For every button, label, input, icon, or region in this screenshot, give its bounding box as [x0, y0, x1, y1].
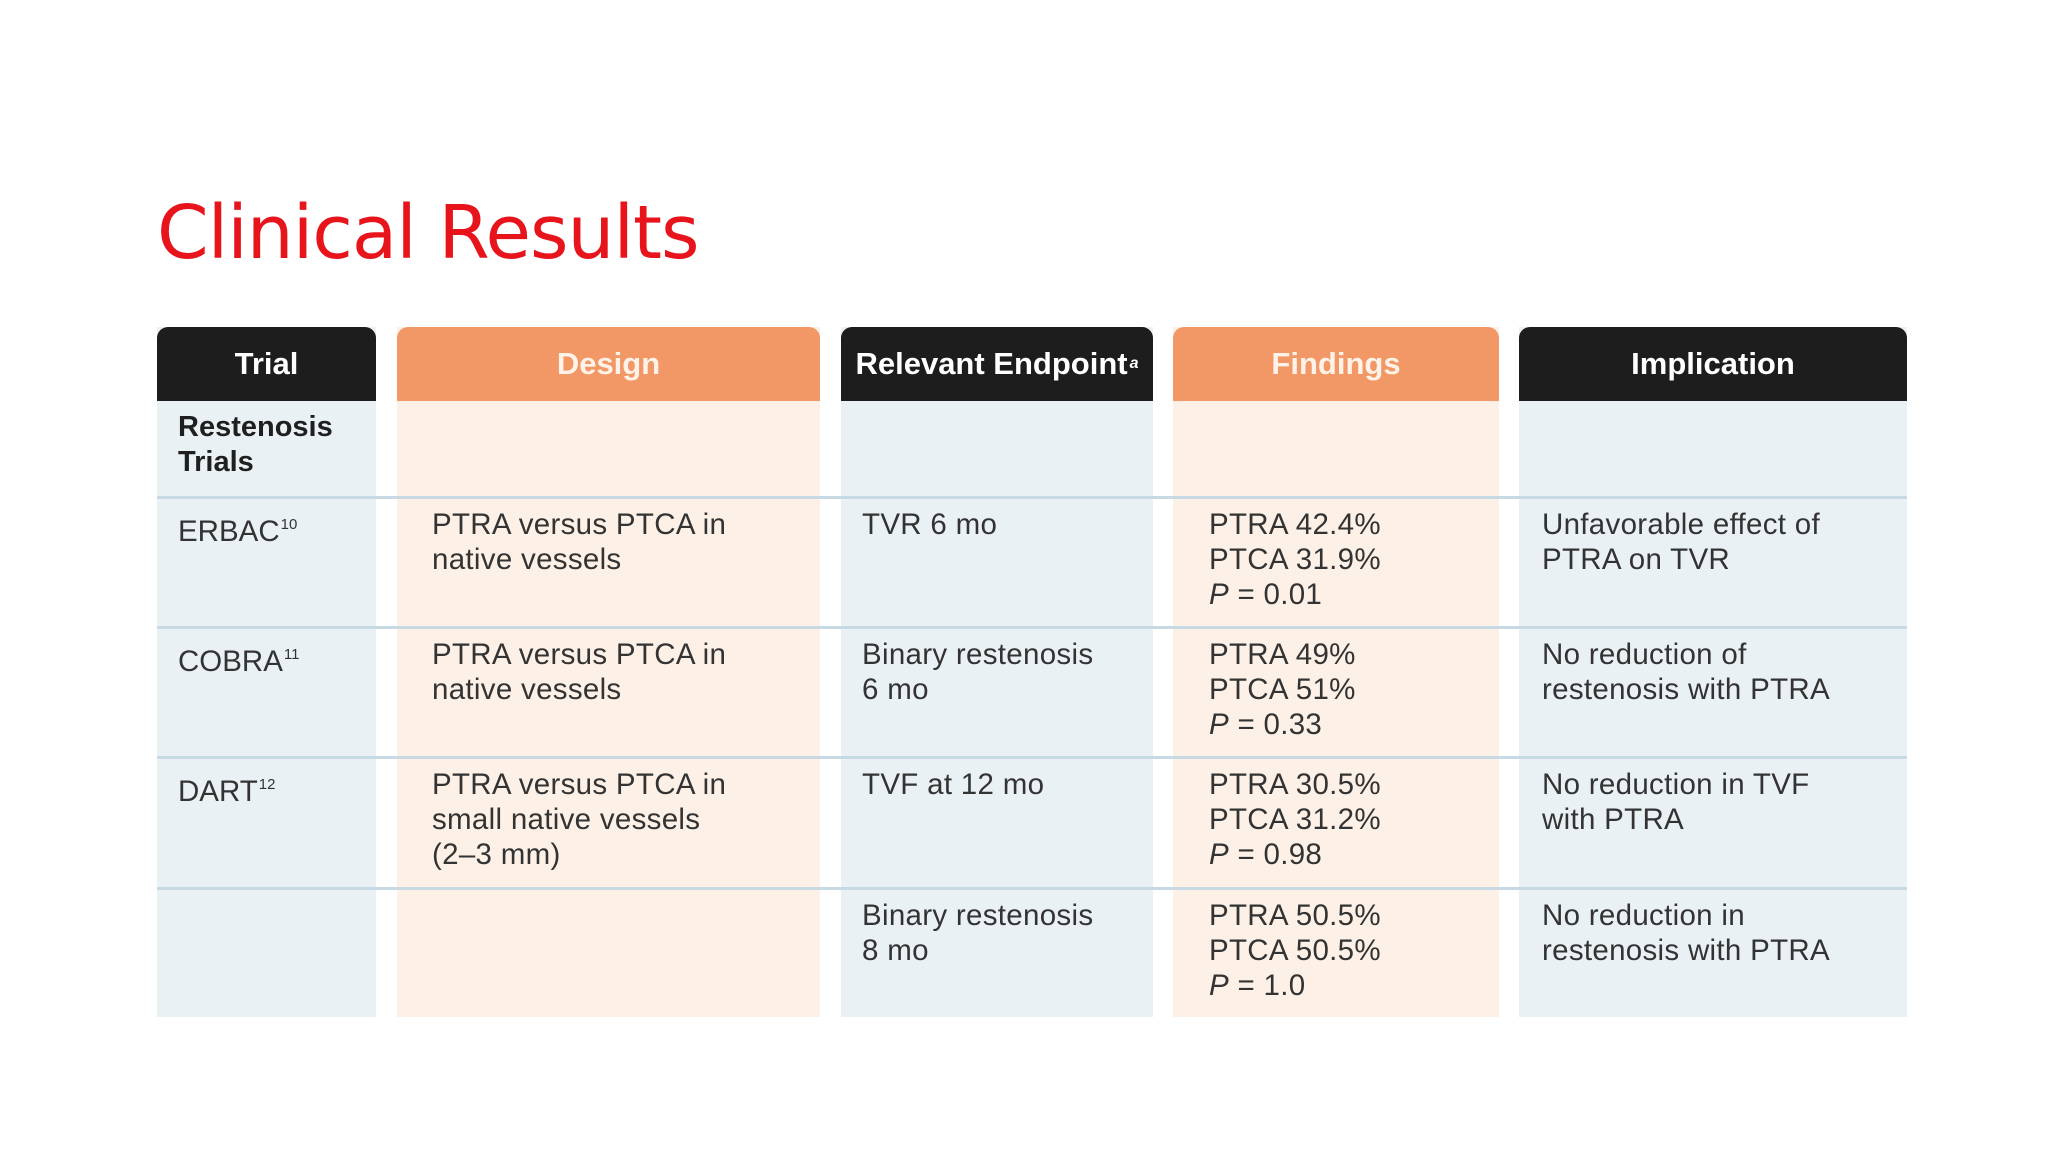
- row-divider: [157, 496, 1907, 499]
- implication-line: No reduction in: [1542, 899, 1745, 932]
- implication-cell: No reduction of restenosis with PTRA: [1542, 637, 1830, 707]
- trial-name: ERBAC10: [178, 507, 297, 549]
- design-cell: PTRA versus PTCA in native vessels: [432, 507, 726, 577]
- header-trial: Trial: [157, 327, 376, 401]
- row-divider: [157, 756, 1907, 759]
- trial-ref: 11: [283, 646, 300, 663]
- implication-line: with PTRA: [1542, 803, 1685, 836]
- implication-line: PTRA on TVR: [1542, 543, 1731, 576]
- endpoint-cell: Binary restenosis 8 mo: [862, 898, 1093, 968]
- findings-line: PTRA 50.5%: [1209, 899, 1381, 932]
- implication-line: No reduction of: [1542, 638, 1747, 671]
- section-label-line: Trials: [178, 446, 254, 478]
- design-line: small native vessels: [432, 803, 701, 836]
- endpoint-cell: TVR 6 mo: [862, 507, 997, 542]
- header-design: Design: [397, 327, 820, 401]
- design-line: PTRA versus PTCA in: [432, 768, 727, 801]
- design-cell: PTRA versus PTCA in small native vessels…: [432, 767, 726, 872]
- section-label: Restenosis Trials: [178, 410, 333, 480]
- design-line: PTRA versus PTCA in: [432, 508, 727, 541]
- implication-line: restenosis with PTRA: [1542, 673, 1830, 706]
- design-line: (2–3 mm): [432, 838, 561, 871]
- column-findings: Findings: [1173, 327, 1499, 1017]
- p-label: P: [1209, 708, 1229, 741]
- trial-ref: 12: [258, 776, 276, 793]
- implication-line: No reduction in TVF: [1542, 768, 1810, 801]
- endpoint-line: TVF at 12 mo: [862, 768, 1045, 801]
- endpoint-cell: Binary restenosis 6 mo: [862, 637, 1093, 707]
- design-line: native vessels: [432, 673, 622, 706]
- endpoint-line: Binary restenosis: [862, 638, 1094, 671]
- implication-cell: Unfavorable effect of PTRA on TVR: [1542, 507, 1820, 577]
- endpoint-line: 6 mo: [862, 673, 929, 706]
- header-endpoint-label: Relevant Endpoint: [855, 346, 1128, 381]
- trial-label: DART: [178, 775, 258, 808]
- header-endpoint-footnote: a: [1129, 355, 1139, 372]
- slide-title: Clinical Results: [157, 190, 700, 276]
- trial-label: ERBAC: [178, 515, 280, 548]
- p-value: = 0.98: [1237, 838, 1323, 871]
- p-value: = 0.33: [1237, 708, 1323, 741]
- findings-line: PTCA 31.9%: [1209, 543, 1381, 576]
- findings-line: PTCA 50.5%: [1209, 934, 1381, 967]
- section-label-line: Restenosis: [178, 411, 333, 443]
- design-cell: PTRA versus PTCA in native vessels: [432, 637, 726, 707]
- row-divider: [157, 887, 1907, 890]
- implication-cell: No reduction in restenosis with PTRA: [1542, 898, 1830, 968]
- design-line: native vessels: [432, 543, 622, 576]
- p-value: = 0.01: [1237, 578, 1323, 611]
- p-label: P: [1209, 838, 1229, 871]
- implication-line: Unfavorable effect of: [1542, 508, 1820, 541]
- endpoint-line: Binary restenosis: [862, 899, 1094, 932]
- findings-cell: PTRA 30.5% PTCA 31.2% P = 0.98: [1209, 767, 1381, 872]
- p-value: = 1.0: [1237, 969, 1306, 1002]
- column-design: Design: [397, 327, 820, 1017]
- column-endpoint: Relevant Endpoint a: [841, 327, 1153, 1017]
- row-divider: [157, 626, 1907, 629]
- findings-cell: PTRA 42.4% PTCA 31.9% P = 0.01: [1209, 507, 1381, 612]
- trial-name: COBRA11: [178, 637, 300, 679]
- header-endpoint: Relevant Endpoint a: [841, 327, 1153, 401]
- endpoint-line: TVR 6 mo: [862, 508, 998, 541]
- findings-line: PTCA 51%: [1209, 673, 1356, 706]
- findings-line: PTRA 30.5%: [1209, 768, 1381, 801]
- implication-line: restenosis with PTRA: [1542, 934, 1830, 967]
- findings-cell: PTRA 49% PTCA 51% P = 0.33: [1209, 637, 1356, 742]
- findings-line: PTRA 42.4%: [1209, 508, 1381, 541]
- p-label: P: [1209, 969, 1229, 1002]
- findings-line: PTRA 49%: [1209, 638, 1356, 671]
- header-findings: Findings: [1173, 327, 1499, 401]
- column-trial: Trial: [157, 327, 376, 1017]
- design-line: PTRA versus PTCA in: [432, 638, 727, 671]
- findings-cell: PTRA 50.5% PTCA 50.5% P = 1.0: [1209, 898, 1381, 1003]
- trial-name: DART12: [178, 767, 275, 809]
- column-implication: Implication: [1519, 327, 1907, 1017]
- endpoint-cell: TVF at 12 mo: [862, 767, 1044, 802]
- trial-ref: 10: [280, 516, 298, 533]
- findings-line: PTCA 31.2%: [1209, 803, 1381, 836]
- trial-label: COBRA: [178, 645, 283, 678]
- implication-cell: No reduction in TVF with PTRA: [1542, 767, 1810, 837]
- header-implication: Implication: [1519, 327, 1907, 401]
- endpoint-line: 8 mo: [862, 934, 929, 967]
- p-label: P: [1209, 578, 1229, 611]
